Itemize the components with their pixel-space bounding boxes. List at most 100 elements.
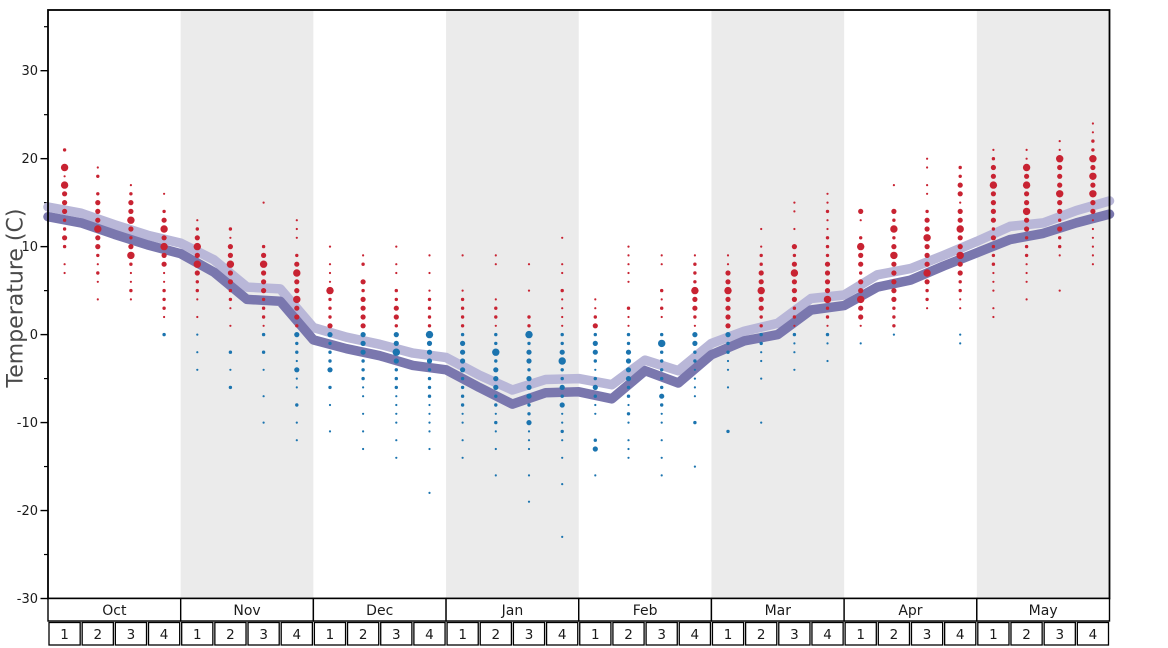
temp-dot-warm xyxy=(957,191,963,197)
temp-dot-warm xyxy=(96,253,100,258)
temp-dot-warm xyxy=(160,225,168,233)
temp-dot-warm xyxy=(361,288,365,293)
temp-dot-warm xyxy=(1089,155,1097,163)
temp-dot-warm xyxy=(227,244,233,250)
temp-dot-warm xyxy=(992,280,995,283)
week-cell xyxy=(910,621,944,646)
temp-dot-cold xyxy=(527,341,531,346)
temp-dot-warm xyxy=(758,279,764,285)
temp-dot-warm xyxy=(161,235,167,241)
temp-dot-warm xyxy=(62,200,68,206)
temp-dot-warm xyxy=(627,280,630,283)
temp-dot-warm xyxy=(1058,244,1062,249)
temp-dot-warm xyxy=(1091,219,1094,222)
temp-dot-cold xyxy=(793,368,796,371)
temp-dot-warm xyxy=(957,182,963,188)
temp-dot-warm xyxy=(990,173,997,179)
temp-dot-warm xyxy=(228,297,233,302)
temp-dot-warm xyxy=(1091,227,1094,231)
month-label: Oct xyxy=(102,603,127,619)
month-band-may xyxy=(976,10,1110,599)
temp-dot-cold xyxy=(162,332,166,337)
temp-dot-cold xyxy=(360,340,366,346)
temp-dot-warm xyxy=(725,270,731,276)
temp-dot-cold xyxy=(793,342,796,345)
temp-dot-cold xyxy=(527,368,531,372)
temp-dot-warm xyxy=(1091,245,1094,248)
temp-dot-warm xyxy=(326,286,334,295)
temp-dot-warm xyxy=(693,262,697,266)
temp-dot-cold xyxy=(892,333,896,336)
temp-dot-warm xyxy=(791,244,798,250)
temp-dot-warm xyxy=(1025,280,1028,283)
temp-dot-cold xyxy=(494,412,497,415)
temp-dot-warm xyxy=(62,191,68,197)
temp-dot-cold xyxy=(825,332,830,337)
temp-dot-warm xyxy=(1057,200,1063,206)
temp-dot-warm xyxy=(1057,164,1063,171)
temp-dot-cold xyxy=(426,358,433,364)
temp-dot-warm xyxy=(1056,190,1064,198)
temp-dot-warm xyxy=(428,271,431,275)
week-label: 3 xyxy=(392,627,401,643)
week-cell xyxy=(313,621,347,646)
temp-dot-warm xyxy=(791,288,798,294)
temp-dot-cold xyxy=(526,358,532,364)
temp-dot-warm xyxy=(992,307,995,310)
temp-dot-cold xyxy=(527,500,531,503)
week-cell xyxy=(114,621,148,646)
temp-dot-warm xyxy=(195,280,199,284)
temp-dot-warm xyxy=(627,315,630,319)
temp-dot-warm xyxy=(990,235,997,241)
week-cell xyxy=(247,621,280,646)
temp-dot-cold xyxy=(561,535,564,539)
week-cell xyxy=(1076,621,1110,646)
temp-dot-warm xyxy=(1025,263,1028,266)
temp-dot-warm xyxy=(693,254,697,257)
temp-dot-cold xyxy=(826,342,829,345)
temp-dot-warm xyxy=(494,315,498,319)
temp-dot-warm xyxy=(958,280,962,284)
temp-dot-warm xyxy=(626,306,631,310)
temp-dot-warm xyxy=(229,236,232,239)
temp-dot-warm xyxy=(825,236,830,240)
temp-dot-cold xyxy=(593,359,597,363)
temp-dot-warm xyxy=(427,297,432,302)
temp-dot-cold xyxy=(295,377,298,380)
temp-dot-warm xyxy=(1025,157,1028,160)
temp-dot-cold xyxy=(593,394,597,398)
temp-dot-cold xyxy=(826,359,829,363)
temp-dot-warm xyxy=(926,166,929,169)
temp-dot-warm xyxy=(360,305,366,311)
temp-dot-warm xyxy=(992,271,995,275)
week-label: 4 xyxy=(823,627,832,643)
temp-dot-warm xyxy=(627,324,630,327)
temp-dot-warm xyxy=(823,295,832,304)
temp-dot-warm xyxy=(494,324,497,327)
temp-dot-warm xyxy=(261,279,267,285)
temp-dot-cold xyxy=(328,430,332,433)
temp-dot-warm xyxy=(1058,218,1062,222)
temp-dot-cold xyxy=(362,447,365,451)
temp-dot-warm xyxy=(295,324,299,328)
temp-dot-cold xyxy=(959,333,962,336)
temp-dot-warm xyxy=(858,279,864,285)
temp-dot-warm xyxy=(890,225,898,233)
temp-dot-warm xyxy=(891,279,897,285)
temp-dot-warm xyxy=(62,227,67,231)
temp-dot-warm xyxy=(825,209,830,214)
temp-dot-cold xyxy=(494,359,498,363)
temp-dot-warm xyxy=(427,315,432,319)
temp-dot-warm xyxy=(294,261,300,267)
temp-dot-warm xyxy=(261,288,267,294)
temp-dot-warm xyxy=(129,262,133,266)
temp-dot-warm xyxy=(660,315,663,319)
temp-dot-warm xyxy=(660,298,663,301)
temp-dot-warm xyxy=(824,288,831,294)
temp-dot-warm xyxy=(891,208,897,214)
temp-dot-warm xyxy=(1090,182,1096,188)
temp-dot-warm xyxy=(958,165,962,170)
temp-dot-warm xyxy=(892,324,896,328)
temp-dot-warm xyxy=(128,244,134,250)
temp-dot-cold xyxy=(425,330,434,339)
